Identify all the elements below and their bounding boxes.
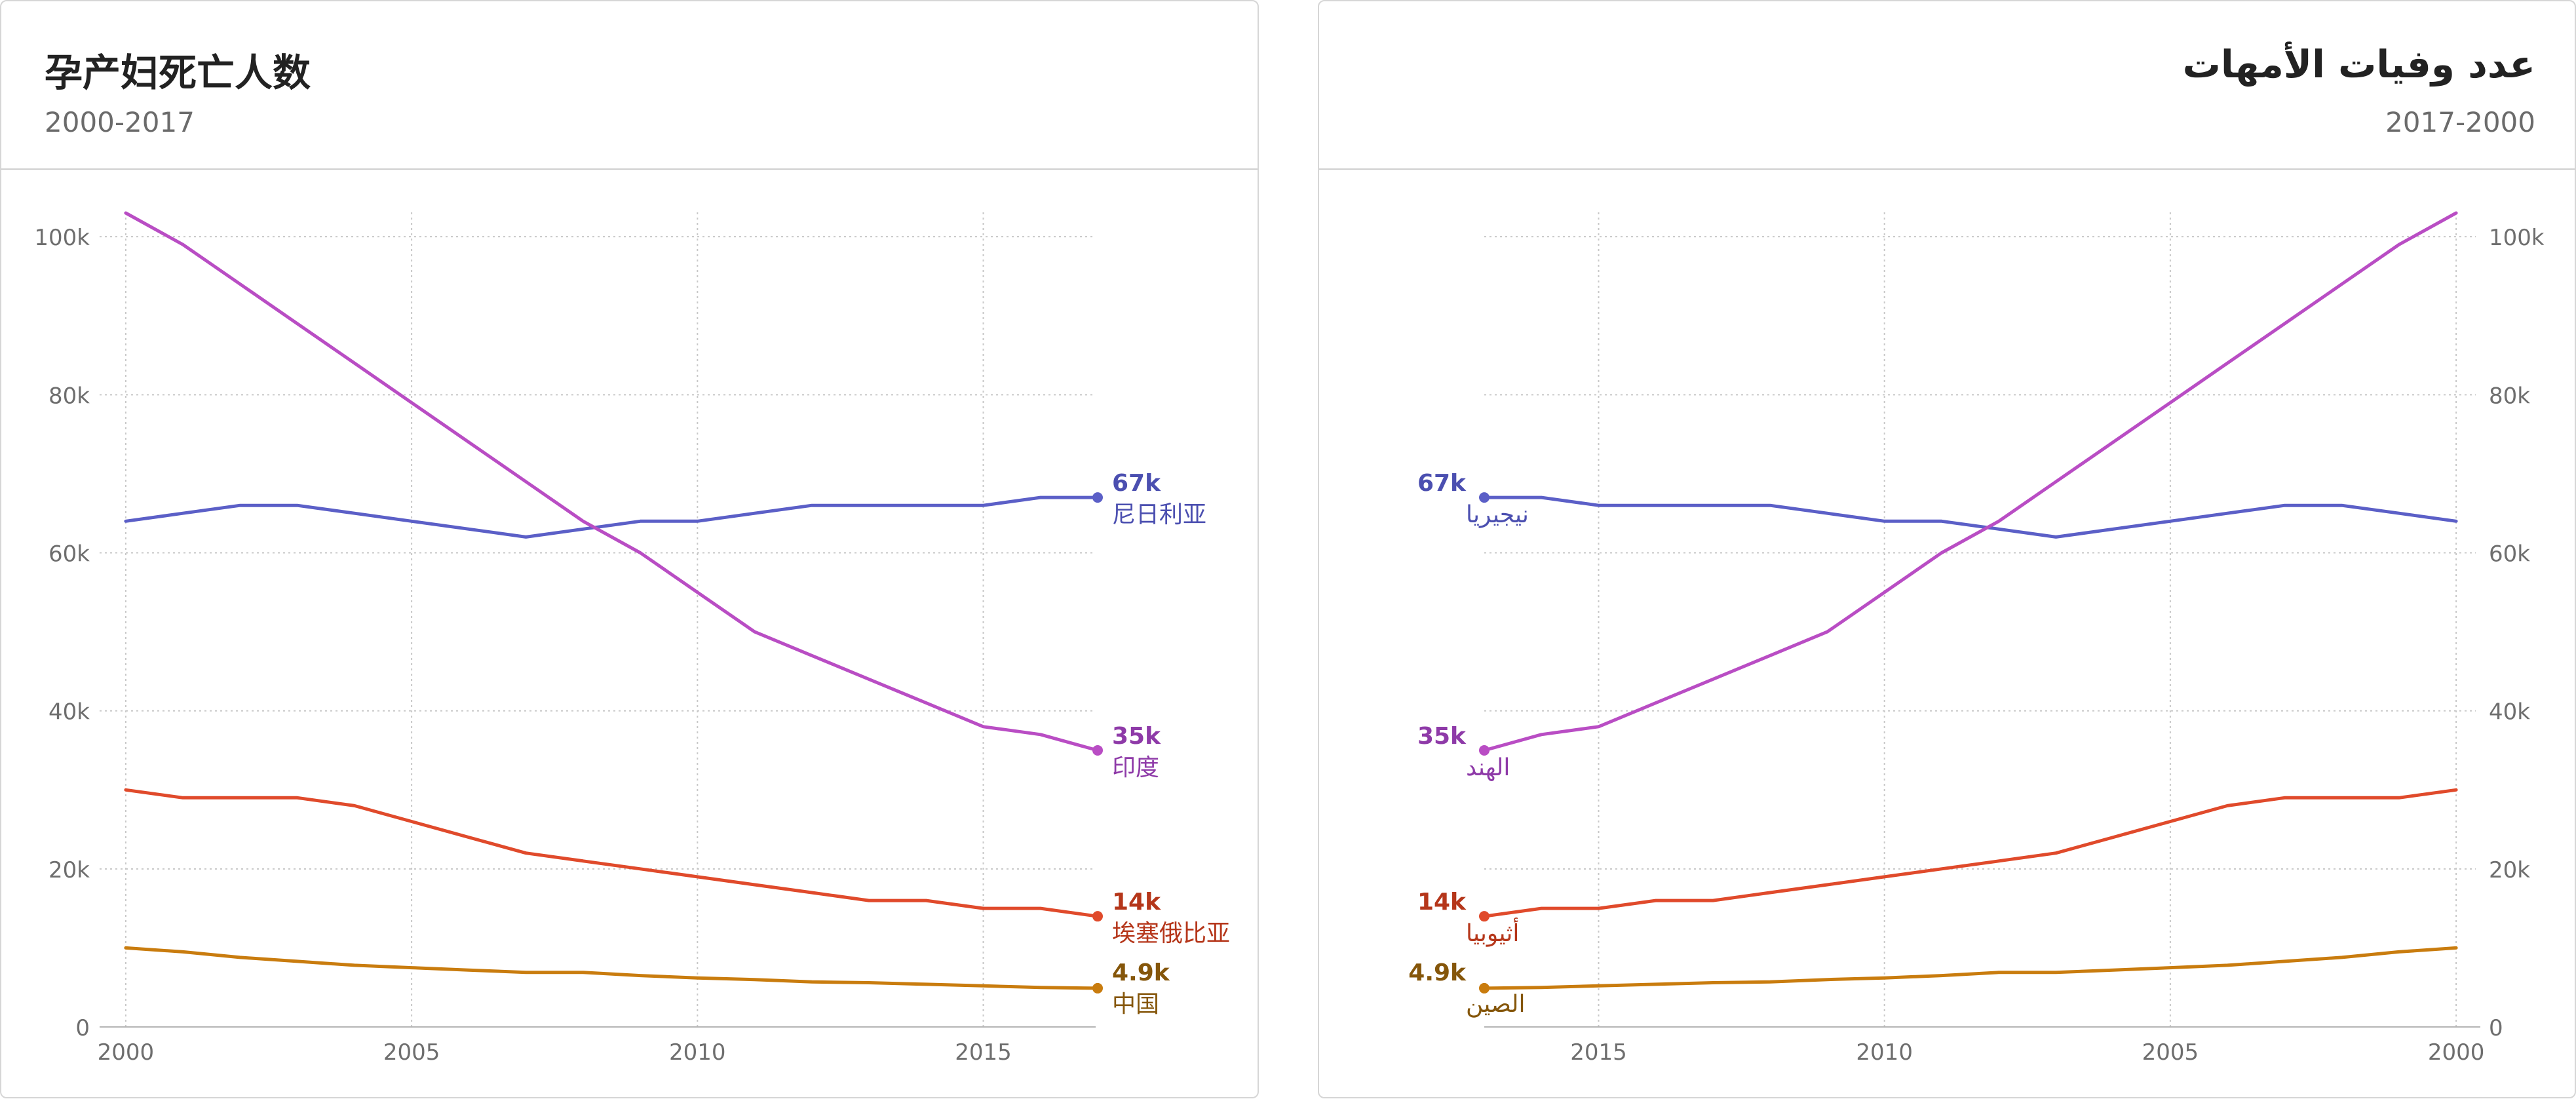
- end-value-label-nigeria: 67k: [1417, 470, 1467, 497]
- end-name-label-china: 中国: [1112, 991, 1159, 1018]
- y-tick-label: 60k: [2489, 541, 2530, 568]
- end-name-label-nigeria: 尼日利亚: [1112, 501, 1206, 528]
- y-tick-label: 100k: [2489, 225, 2545, 251]
- x-tick-label: 2010: [1856, 1039, 1913, 1066]
- end-value-label-ethiopia: 14k: [1417, 889, 1467, 916]
- end-point-nigeria: [1479, 492, 1490, 503]
- x-tick-label: 2005: [2142, 1039, 2199, 1066]
- end-point-nigeria: [1092, 492, 1103, 503]
- chart-subtitle: 2000-2017: [45, 106, 195, 138]
- y-tick-label: 0: [75, 1015, 90, 1041]
- y-tick-label: 20k: [2489, 857, 2530, 883]
- end-point-ethiopia: [1092, 911, 1103, 922]
- y-tick-label: 80k: [48, 383, 90, 409]
- end-point-india: [1092, 744, 1103, 756]
- x-tick-label: 2000: [2428, 1039, 2485, 1066]
- chart-title: عدد وفيات الأمهات: [2182, 42, 2535, 87]
- y-tick-label: 100k: [34, 225, 90, 251]
- chart-panel-arabic: عدد وفيات الأمهات 2017-2000 0 20k 40k 60k 80…: [1318, 0, 2576, 1098]
- end-point-china: [1479, 982, 1490, 994]
- line-chart-chinese: 0 20k 40k 60k 80k 100k 2000 2005 2010 2015 67k 尼日利亚…: [34, 211, 1230, 1066]
- chart-panel-chinese: 孕产妇死亡人数 2000-2017 0 20k 40k 60k 80k 100k 2000 2…: [0, 0, 1259, 1098]
- end-name-label-china: الصين: [1466, 991, 1525, 1018]
- y-tick-label: 40k: [2489, 699, 2530, 725]
- end-name-label-india: الهند: [1466, 754, 1510, 781]
- x-tick-label: 2015: [955, 1039, 1012, 1066]
- x-tick-label: 2005: [383, 1039, 440, 1066]
- chart-subtitle: 2017-2000: [2385, 106, 2535, 138]
- end-name-label-nigeria: نيجيريا: [1466, 501, 1529, 528]
- x-tick-label: 2015: [1570, 1039, 1627, 1066]
- series-line-china: [1482, 946, 2458, 990]
- series-line-india: [1482, 211, 2458, 752]
- line-chart-arabic: 0 20k 40k 60k 80k 100k 2000 2005 2010 2015 67k نيجي…: [1408, 211, 2545, 1066]
- end-point-ethiopia: [1479, 911, 1490, 922]
- x-tick-label: 2000: [98, 1039, 155, 1066]
- series-line-nigeria: [124, 495, 1100, 539]
- end-value-label-ethiopia: 14k: [1112, 889, 1161, 916]
- y-tick-label: 20k: [48, 857, 90, 883]
- y-tick-label: 40k: [48, 699, 90, 725]
- end-value-label-china: 4.9k: [1112, 959, 1170, 986]
- end-value-label-nigeria: 67k: [1112, 470, 1161, 497]
- end-name-label-ethiopia: 埃塞俄比亚: [1112, 920, 1230, 947]
- panel-header: 孕产妇死亡人数 2000-2017: [1, 1, 1258, 170]
- end-name-label-ethiopia: أثيوبيا: [1466, 918, 1519, 947]
- series-line-nigeria: [1482, 495, 2458, 539]
- y-tick-label: 60k: [48, 541, 90, 568]
- end-value-label-india: 35k: [1417, 723, 1467, 750]
- end-value-label-india: 35k: [1112, 723, 1161, 750]
- chart-title: 孕产妇死亡人数: [45, 50, 311, 95]
- end-point-china: [1092, 982, 1103, 994]
- series-line-india: [124, 211, 1100, 752]
- panel-header: عدد وفيات الأمهات 2017-2000: [1319, 1, 2575, 170]
- y-tick-label: 80k: [2489, 383, 2530, 409]
- y-tick-label: 0: [2489, 1015, 2503, 1041]
- end-point-india: [1479, 744, 1490, 756]
- series-line-china: [124, 946, 1100, 990]
- end-name-label-india: 印度: [1112, 754, 1159, 781]
- x-tick-label: 2010: [669, 1039, 726, 1066]
- series-line-ethiopia: [1482, 788, 2458, 918]
- end-value-label-china: 4.9k: [1408, 959, 1467, 986]
- series-line-ethiopia: [124, 788, 1100, 918]
